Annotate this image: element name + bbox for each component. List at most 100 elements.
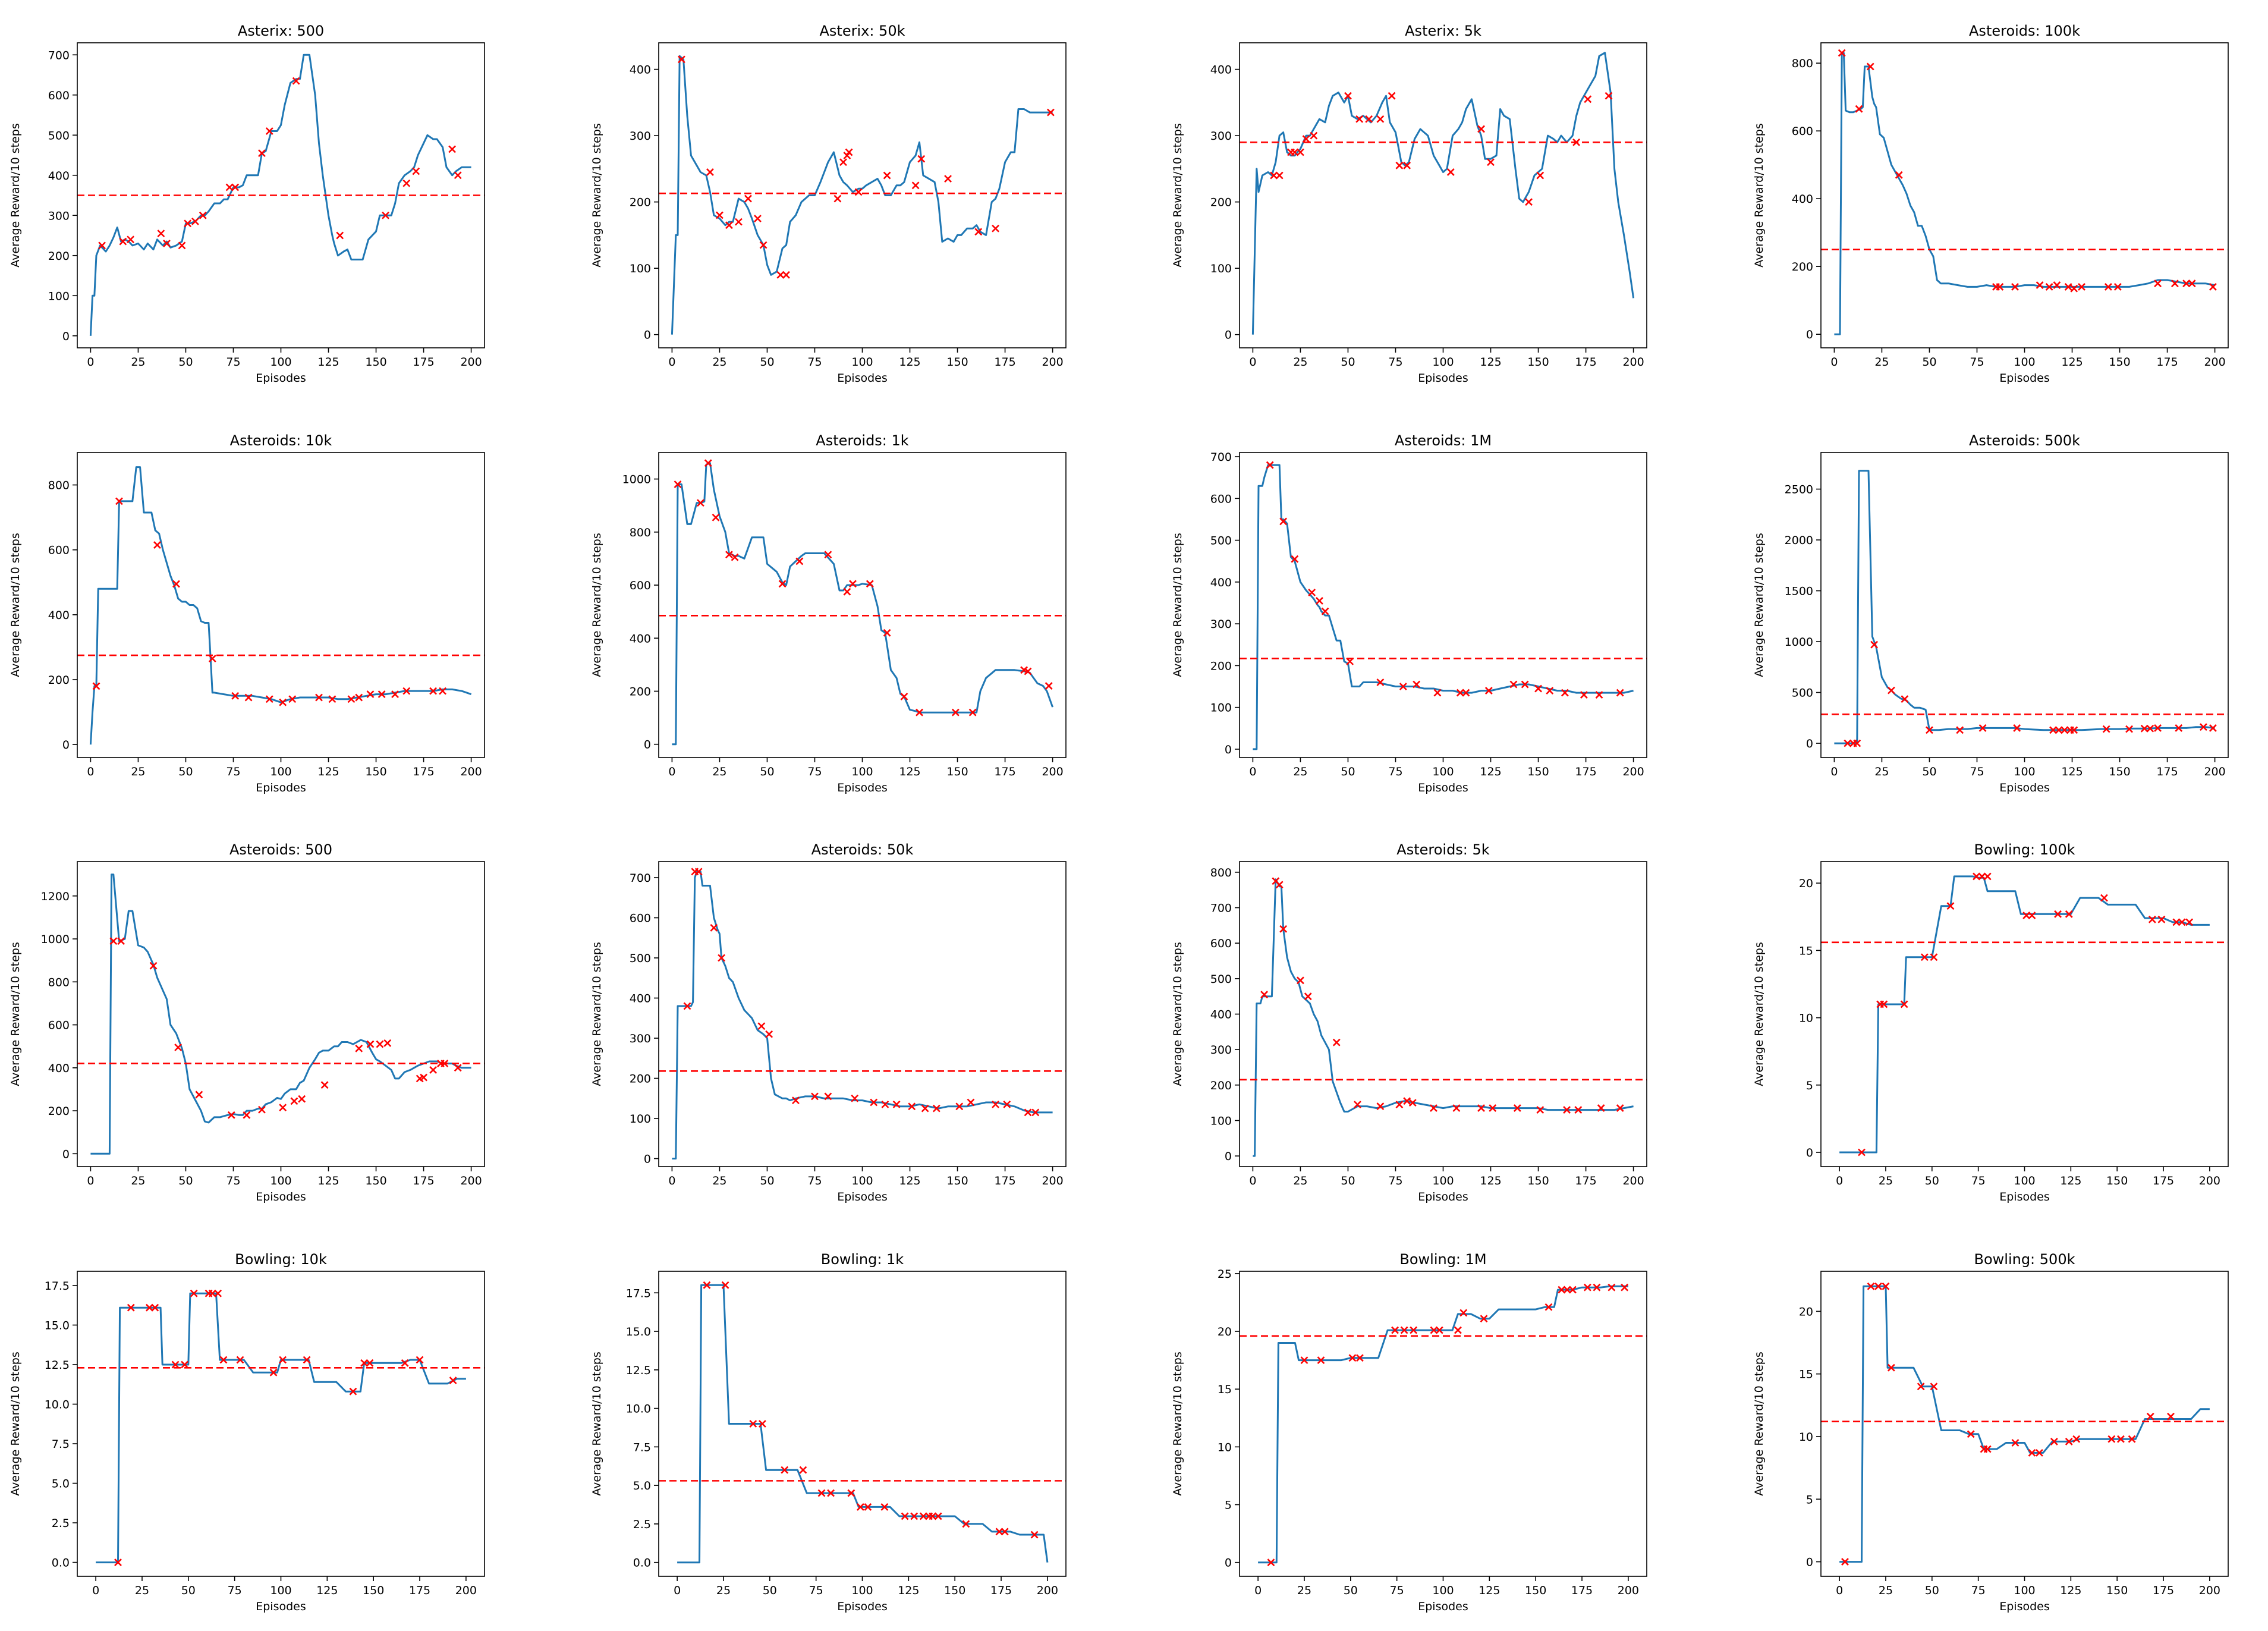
x-tick-label: 150 bbox=[2109, 356, 2130, 369]
marker-point bbox=[992, 1100, 999, 1108]
y-tick-label: 2.5 bbox=[52, 1517, 70, 1530]
marker-point bbox=[355, 1044, 363, 1052]
marker-point bbox=[2028, 912, 2036, 919]
marker-point bbox=[1024, 667, 1032, 675]
y-tick-label: 400 bbox=[48, 169, 70, 183]
y-tick-label: 700 bbox=[630, 872, 651, 885]
marker-point bbox=[1388, 92, 1396, 100]
y-axis-label: Average Reward/10 steps bbox=[1171, 1352, 1184, 1495]
marker-point bbox=[824, 1092, 832, 1101]
y-axis-label: Average Reward/10 steps bbox=[1171, 942, 1184, 1086]
marker-point bbox=[1270, 171, 1278, 180]
marker-point bbox=[1996, 282, 2004, 291]
x-tick-label: 100 bbox=[851, 356, 873, 369]
marker-point bbox=[1354, 1101, 1361, 1109]
x-tick-label: 100 bbox=[2014, 1584, 2035, 1597]
marker-point bbox=[1901, 695, 1909, 703]
x-tick-label: 125 bbox=[898, 1584, 919, 1597]
marker-point bbox=[1452, 1104, 1461, 1112]
y-axis-label: Average Reward/10 steps bbox=[590, 942, 603, 1086]
marker-point bbox=[1487, 158, 1495, 166]
y-tick-label: 0 bbox=[1806, 1146, 1813, 1159]
x-tick-label: 50 bbox=[1925, 1174, 1939, 1187]
marker-point bbox=[149, 961, 158, 970]
marker-point bbox=[172, 580, 180, 588]
marker-point bbox=[1391, 1326, 1399, 1334]
marker-point bbox=[2053, 281, 2061, 289]
marker-point bbox=[712, 513, 720, 521]
marker-point bbox=[781, 1466, 789, 1474]
marker-point bbox=[292, 77, 300, 85]
x-tick-label: 125 bbox=[1480, 356, 1501, 369]
y-tick-label: 15 bbox=[1799, 944, 1813, 957]
marker-point bbox=[146, 1303, 153, 1312]
marker-point bbox=[383, 1039, 392, 1047]
marker-point bbox=[1348, 1354, 1357, 1362]
marker-point bbox=[2065, 910, 2073, 918]
marker-point bbox=[716, 211, 724, 219]
x-tick-label: 125 bbox=[1480, 765, 1501, 778]
marker-point bbox=[2049, 726, 2057, 734]
marker-point bbox=[1546, 687, 1554, 694]
marker-point bbox=[2209, 282, 2217, 291]
x-tick-label: 0 bbox=[668, 1174, 675, 1187]
marker-point bbox=[441, 1060, 449, 1068]
y-tick-label: 5.0 bbox=[633, 1479, 651, 1492]
y-tick-label: 800 bbox=[48, 976, 70, 989]
marker-point bbox=[269, 1368, 278, 1377]
y-tick-label: 25 bbox=[1218, 1268, 1232, 1281]
x-tick-label: 75 bbox=[1390, 1584, 1404, 1597]
data-line bbox=[1839, 875, 2210, 1154]
marker-point bbox=[2188, 279, 2196, 288]
marker-point bbox=[951, 708, 960, 716]
data-line bbox=[677, 1284, 1049, 1564]
x-tick-label: 125 bbox=[2061, 356, 2083, 369]
x-tick-label: 175 bbox=[1575, 1174, 1596, 1187]
x-tick-label: 25 bbox=[1293, 356, 1307, 369]
y-tick-label: 100 bbox=[1210, 1114, 1232, 1127]
y-tick-label: 300 bbox=[630, 130, 651, 143]
marker-point bbox=[883, 171, 891, 180]
marker-point bbox=[1866, 62, 1874, 71]
y-tick-label: 0 bbox=[1225, 329, 1232, 342]
marker-point bbox=[355, 693, 363, 702]
marker-point bbox=[115, 497, 123, 505]
marker-point bbox=[2061, 726, 2069, 734]
marker-point bbox=[744, 194, 752, 203]
x-tick-label: 50 bbox=[763, 1584, 777, 1597]
data-line bbox=[1834, 470, 2215, 744]
x-tick-label: 0 bbox=[87, 356, 94, 369]
marker-point bbox=[1616, 1104, 1624, 1112]
marker-point bbox=[153, 541, 161, 549]
marker-point bbox=[181, 1360, 189, 1369]
marker-point bbox=[674, 480, 682, 488]
y-axis-label: Average Reward/10 steps bbox=[1753, 1352, 1766, 1495]
marker-point bbox=[2011, 1439, 2020, 1447]
y-axis-label: Average Reward/10 steps bbox=[9, 942, 22, 1086]
marker-point bbox=[944, 175, 952, 183]
y-tick-label: 600 bbox=[630, 579, 651, 592]
x-tick-label: 125 bbox=[316, 1584, 338, 1597]
y-tick-label: 5 bbox=[1806, 1493, 1813, 1506]
subplot-title: Asteroids: 1k bbox=[816, 432, 909, 449]
y-tick-label: 500 bbox=[1792, 687, 1813, 700]
marker-point bbox=[1321, 607, 1329, 615]
marker-point bbox=[778, 580, 787, 588]
x-tick-label: 150 bbox=[365, 356, 386, 369]
x-tick-label: 25 bbox=[135, 1584, 149, 1597]
x-tick-label: 100 bbox=[851, 1174, 873, 1187]
y-tick-label: 600 bbox=[48, 544, 70, 557]
marker-point bbox=[1477, 1104, 1485, 1112]
x-tick-label: 75 bbox=[1971, 1174, 1986, 1187]
x-tick-label: 25 bbox=[712, 765, 726, 778]
marker-point bbox=[1521, 680, 1529, 689]
y-tick-label: 2000 bbox=[1785, 534, 1813, 547]
marker-point bbox=[1332, 1038, 1341, 1047]
x-axis-label: Episodes bbox=[1999, 781, 2050, 794]
marker-point bbox=[1446, 168, 1455, 176]
y-axis-label: Average Reward/10 steps bbox=[1171, 123, 1184, 267]
marker-point bbox=[1279, 517, 1288, 526]
marker-point bbox=[2154, 724, 2162, 732]
x-tick-label: 125 bbox=[899, 356, 920, 369]
marker-point bbox=[1291, 555, 1299, 563]
